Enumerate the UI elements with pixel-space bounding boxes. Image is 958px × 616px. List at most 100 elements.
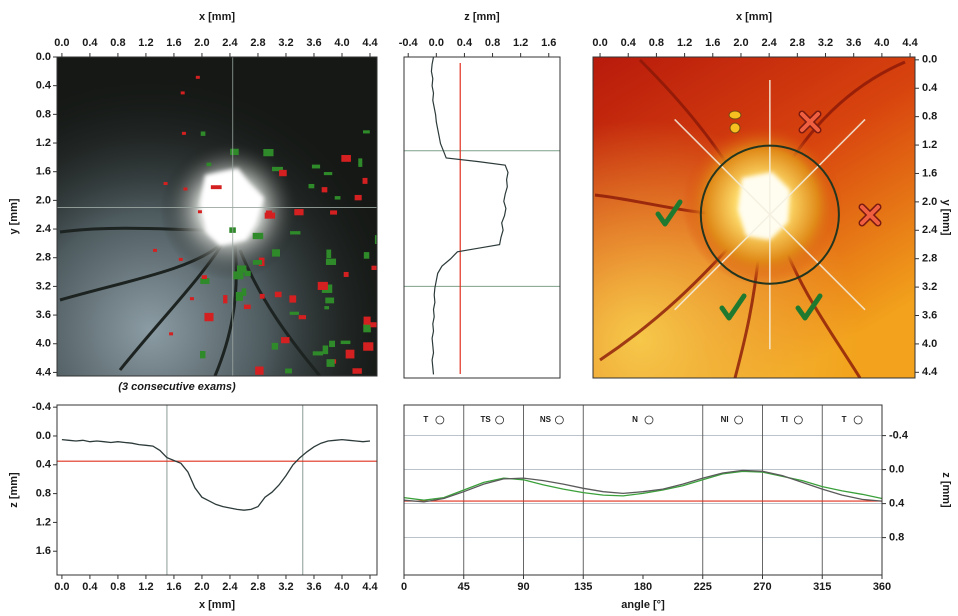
x-tick-label: 0.4 bbox=[82, 581, 98, 593]
speckle bbox=[164, 182, 168, 185]
y-axis-label: y [mm] bbox=[940, 199, 952, 235]
speckle bbox=[230, 149, 239, 155]
y-tick-label: 0.4 bbox=[922, 82, 938, 94]
speckle bbox=[341, 341, 351, 344]
y-tick-label: 2.8 bbox=[36, 252, 51, 264]
x-tick-label: 4.4 bbox=[902, 37, 918, 49]
y-tick-label: 3.2 bbox=[922, 281, 937, 293]
y-tick-label: 1.6 bbox=[36, 166, 51, 178]
x-tick-label: 4.0 bbox=[334, 37, 349, 49]
sector-label: TI bbox=[781, 415, 788, 424]
speckle bbox=[198, 210, 202, 213]
speckle bbox=[290, 312, 299, 315]
speckle bbox=[335, 196, 341, 199]
speckle bbox=[196, 76, 200, 79]
x-tick-label: 180 bbox=[634, 581, 652, 593]
speckle bbox=[236, 292, 243, 301]
y-tick-label: 0.8 bbox=[36, 108, 51, 120]
speckle bbox=[190, 297, 194, 300]
y-axis-label: z [mm] bbox=[8, 472, 20, 508]
reflectance-image bbox=[57, 57, 386, 376]
x-axis-label: z [mm] bbox=[464, 11, 500, 23]
sector-label: NS bbox=[540, 415, 552, 424]
speckle bbox=[279, 170, 287, 176]
x-tick-label: 1.6 bbox=[166, 581, 181, 593]
page: {"chart_data": [ {"type": "image", "vari… bbox=[0, 0, 958, 616]
y-tick-label: 3.6 bbox=[36, 309, 51, 321]
speckle bbox=[329, 341, 335, 347]
y-tick-label: 2.0 bbox=[36, 194, 51, 206]
speckle bbox=[294, 209, 303, 215]
x-tick-label: 2.4 bbox=[222, 581, 238, 593]
speckle bbox=[265, 213, 275, 219]
x-tick-label: 1.2 bbox=[138, 37, 153, 49]
y-axis-label: y [mm] bbox=[8, 198, 20, 234]
y-tick-label: 0.8 bbox=[889, 532, 904, 544]
x-tick-label: 2.4 bbox=[222, 37, 238, 49]
y-tick-label: 3.2 bbox=[36, 280, 51, 292]
x-tick-label: 90 bbox=[517, 581, 529, 593]
sector-icon bbox=[735, 416, 743, 424]
y-tick-label: 1.2 bbox=[36, 516, 51, 528]
x-tick-label: 3.6 bbox=[306, 581, 321, 593]
x-tick-label: 4.0 bbox=[874, 37, 889, 49]
speckle bbox=[371, 266, 377, 270]
y-tick-label: 0.4 bbox=[36, 80, 52, 92]
x-tick-label: 3.2 bbox=[278, 37, 293, 49]
x-tick-label: 225 bbox=[694, 581, 712, 593]
speckle bbox=[201, 131, 206, 135]
sector-icon bbox=[496, 416, 504, 424]
x-tick-label: 3.6 bbox=[846, 37, 861, 49]
speckle bbox=[363, 324, 371, 333]
speckle bbox=[364, 317, 371, 325]
y-tick-label: 0.0 bbox=[36, 51, 51, 63]
speckle bbox=[281, 337, 289, 343]
speckle bbox=[200, 351, 205, 358]
x-tick-label: 2.0 bbox=[733, 37, 748, 49]
sector-label: TS bbox=[481, 415, 492, 424]
warning-icon bbox=[729, 111, 741, 119]
x-tick-label: 0.8 bbox=[110, 581, 125, 593]
y-tick-label: 0.0 bbox=[889, 464, 904, 476]
x-axis-label: angle [°] bbox=[621, 599, 665, 611]
speckle bbox=[344, 272, 349, 277]
x-axis-label: x [mm] bbox=[736, 11, 772, 23]
speckle bbox=[358, 158, 362, 166]
speckle bbox=[364, 252, 369, 259]
x-tick-label: 0.8 bbox=[110, 37, 125, 49]
y-tick-label: 4.0 bbox=[36, 338, 51, 350]
speckle bbox=[181, 91, 185, 94]
speckle bbox=[324, 306, 329, 309]
y-tick-label: 0.0 bbox=[36, 430, 51, 442]
speckle bbox=[309, 184, 315, 188]
x-axis-label: x [mm] bbox=[199, 599, 235, 611]
x-tick-label: 45 bbox=[458, 581, 470, 593]
sector-icon bbox=[555, 416, 563, 424]
y-tick-label: 2.4 bbox=[922, 224, 938, 236]
y-tick-label: 3.6 bbox=[922, 309, 937, 321]
x-tick-label: 0.0 bbox=[54, 581, 69, 593]
speckle bbox=[255, 367, 263, 375]
x-tick-label: 135 bbox=[574, 581, 592, 593]
y-tick-label: 0.8 bbox=[36, 488, 51, 500]
speckle bbox=[355, 195, 362, 200]
speckle bbox=[346, 350, 355, 359]
speckle bbox=[153, 249, 157, 252]
x-tick-label: 4.4 bbox=[362, 37, 378, 49]
sector-icon bbox=[645, 416, 653, 424]
x-tick-label: 270 bbox=[753, 581, 771, 593]
speckle bbox=[341, 155, 351, 162]
x-tick-label: 3.6 bbox=[306, 37, 321, 49]
speckle bbox=[352, 368, 361, 374]
speckle bbox=[289, 295, 296, 302]
speckle bbox=[363, 178, 368, 184]
speckle bbox=[323, 345, 328, 354]
x-tick-label: 1.2 bbox=[138, 581, 153, 593]
y-tick-label: 1.2 bbox=[922, 139, 937, 151]
speckle bbox=[326, 250, 331, 259]
speckle bbox=[244, 305, 251, 309]
warning-icon bbox=[730, 123, 740, 133]
sector-label: NI bbox=[721, 415, 729, 424]
x-tick-label: 4.4 bbox=[362, 581, 378, 593]
speckle bbox=[202, 275, 207, 279]
